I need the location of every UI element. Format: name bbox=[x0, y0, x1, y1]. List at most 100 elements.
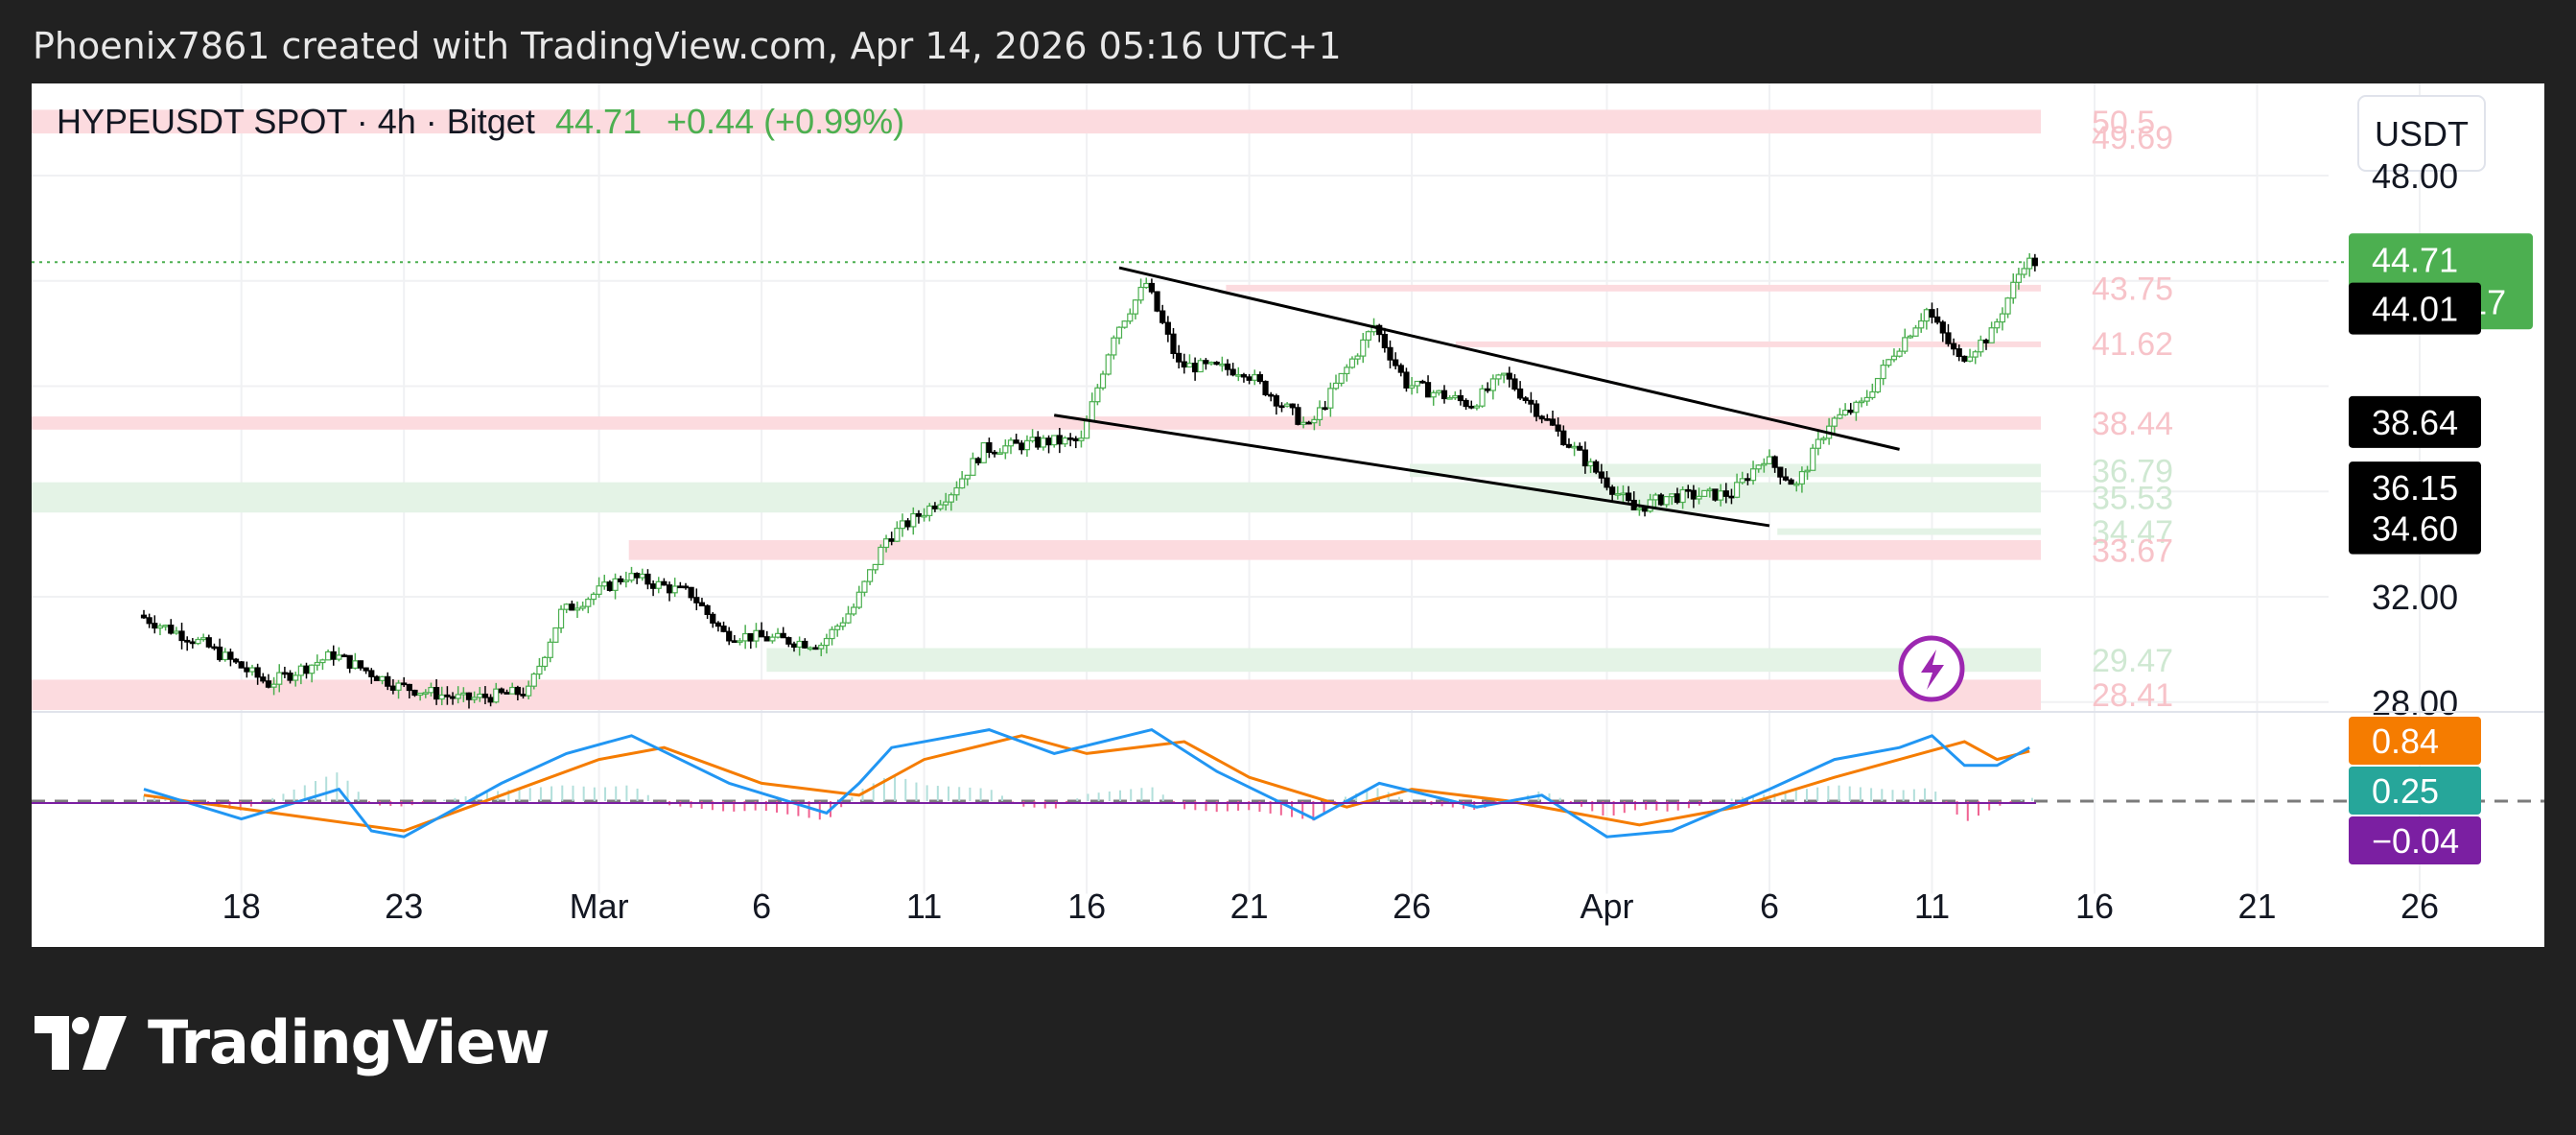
candle-down bbox=[666, 584, 673, 594]
candle-down bbox=[1712, 488, 1719, 501]
chart-attribution: Phoenix7861 created with TradingView.com… bbox=[33, 25, 1342, 67]
candle-up bbox=[1874, 377, 1882, 393]
candle-down bbox=[449, 696, 457, 699]
candle-up bbox=[742, 632, 749, 642]
candle-down bbox=[1381, 333, 1388, 348]
candle-down bbox=[140, 614, 148, 619]
candle-up bbox=[379, 675, 386, 681]
candle-down bbox=[1506, 372, 1512, 380]
chart-panel[interactable]: 50.5 49.69 43.75 41.62 38.44 36.79 35.53 34.47 3… bbox=[32, 83, 2544, 947]
zone-label: 36.79 bbox=[2092, 453, 2173, 489]
indicator-badge bbox=[2349, 717, 2481, 765]
candle-down bbox=[758, 629, 765, 638]
candle-up bbox=[200, 637, 207, 641]
candle-up bbox=[1652, 494, 1659, 501]
candle-up bbox=[1696, 495, 1702, 500]
candle-up bbox=[1430, 391, 1437, 398]
candle-up bbox=[248, 667, 256, 673]
candle-up bbox=[1132, 299, 1139, 315]
candle-down bbox=[644, 573, 651, 585]
candle-down bbox=[1544, 417, 1551, 421]
price-chart[interactable]: 50.549.6943.7541.6238.4436.7935.5334.473… bbox=[32, 83, 2544, 947]
price-badge-value: 36.15 bbox=[2372, 468, 2458, 508]
candle-down bbox=[227, 651, 234, 660]
candle-down bbox=[1273, 395, 1279, 407]
candle-down bbox=[1598, 471, 1604, 479]
candle-up bbox=[959, 478, 966, 489]
candle-up bbox=[899, 520, 906, 530]
candle-up bbox=[460, 692, 467, 696]
candle-up bbox=[1571, 445, 1578, 449]
candle-down bbox=[433, 686, 440, 700]
candle-up bbox=[1083, 420, 1090, 439]
candle-down bbox=[487, 697, 494, 703]
candle-down bbox=[1955, 348, 1962, 358]
candle-down bbox=[1555, 424, 1561, 432]
candle-down bbox=[238, 661, 245, 669]
candle-up bbox=[2026, 257, 2033, 270]
candle-down bbox=[1593, 461, 1600, 473]
zone-resistance bbox=[32, 416, 2041, 430]
candle-up bbox=[293, 674, 299, 681]
candle-down bbox=[1961, 355, 1968, 362]
candle-up bbox=[818, 645, 825, 650]
trendline[interactable] bbox=[1118, 266, 1900, 451]
candle-down bbox=[1625, 492, 1632, 502]
time-tick-label: 26 bbox=[2400, 887, 2439, 926]
candle-down bbox=[1722, 490, 1729, 497]
zone-label: 28.41 bbox=[2092, 677, 2173, 714]
candle-down bbox=[704, 604, 711, 615]
candle-down bbox=[1511, 378, 1518, 390]
time-tick-label: 6 bbox=[752, 887, 771, 926]
candle-up bbox=[1994, 320, 2001, 329]
candle-down bbox=[1419, 380, 1426, 384]
signal-line bbox=[143, 734, 2030, 833]
candle-up bbox=[1252, 374, 1258, 381]
currency-button[interactable] bbox=[2357, 95, 2486, 172]
candle-up bbox=[309, 664, 316, 674]
candle-up bbox=[1755, 464, 1762, 470]
candle-up bbox=[980, 441, 987, 463]
candle-down bbox=[1393, 359, 1399, 367]
candle-up bbox=[943, 501, 949, 506]
candle-up bbox=[839, 622, 846, 627]
candle-down bbox=[1674, 493, 1681, 504]
zone-label: 29.47 bbox=[2092, 643, 2173, 679]
symbol-title: HYPEUSDT SPOT · 4h · Bitget bbox=[57, 102, 535, 141]
candle-up bbox=[753, 629, 760, 642]
candle-down bbox=[1609, 486, 1616, 495]
candle-down bbox=[503, 692, 510, 695]
candle-down bbox=[1934, 316, 1941, 323]
candle-up bbox=[1853, 401, 1860, 414]
price-badge bbox=[2349, 461, 2481, 514]
candle-down bbox=[232, 658, 240, 663]
candle-down bbox=[1457, 394, 1464, 402]
candle-up bbox=[319, 659, 326, 664]
candle-up bbox=[422, 692, 429, 695]
zone-label: 34.47 bbox=[2092, 514, 2173, 551]
candle-up bbox=[882, 538, 890, 549]
candle-down bbox=[385, 675, 391, 687]
candle-up bbox=[1902, 337, 1909, 352]
candle-down bbox=[152, 623, 158, 629]
candle-down bbox=[1278, 405, 1285, 409]
candle-up bbox=[1918, 319, 1925, 329]
candle-down bbox=[1387, 346, 1393, 361]
candle-up bbox=[526, 685, 532, 697]
candle-down bbox=[1013, 439, 1019, 444]
candle-down bbox=[1581, 449, 1589, 467]
candle-down bbox=[634, 573, 641, 579]
candle-up bbox=[1023, 439, 1031, 451]
candle-up bbox=[596, 585, 602, 595]
tradingview-brand: TradingView bbox=[35, 1007, 550, 1077]
candle-down bbox=[1685, 488, 1692, 492]
candle-up bbox=[195, 638, 201, 645]
candle-up bbox=[2021, 268, 2027, 275]
zone-label: 33.67 bbox=[2092, 532, 2173, 569]
symbol-change: +0.44 (+0.99%) bbox=[667, 102, 904, 141]
trendline[interactable] bbox=[1053, 414, 1770, 528]
candle-down bbox=[1777, 466, 1784, 478]
candle-up bbox=[1332, 382, 1340, 390]
candle-up bbox=[1473, 405, 1481, 409]
candle-down bbox=[1397, 365, 1404, 373]
